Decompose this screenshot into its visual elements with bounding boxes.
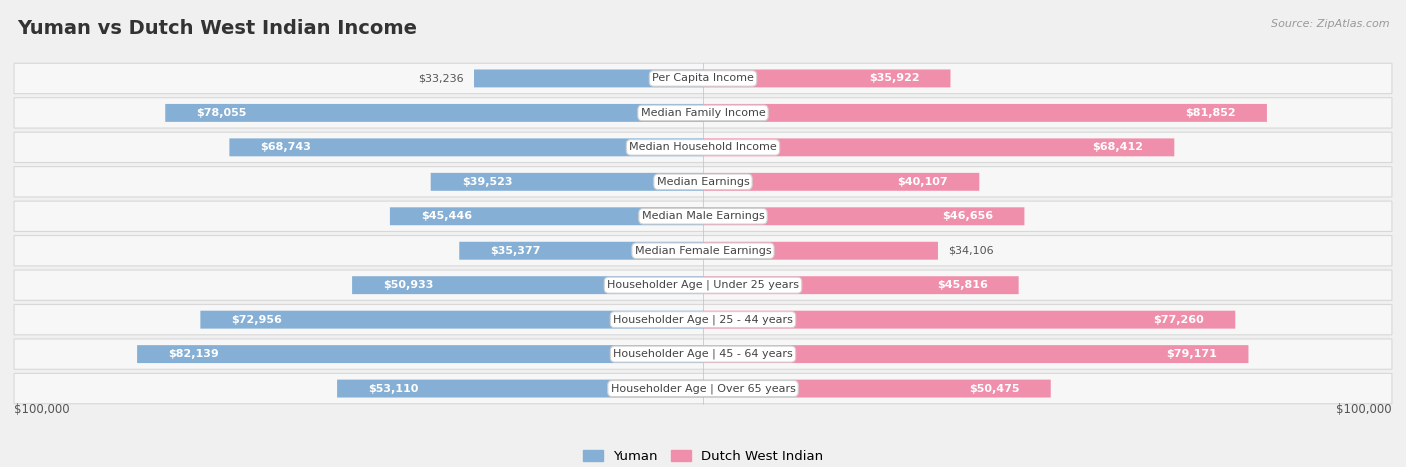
- Text: $53,110: $53,110: [368, 383, 419, 394]
- Text: $100,000: $100,000: [1336, 403, 1392, 417]
- Text: $50,475: $50,475: [969, 383, 1019, 394]
- FancyBboxPatch shape: [703, 173, 980, 191]
- FancyBboxPatch shape: [201, 311, 703, 329]
- Text: Householder Age | Under 25 years: Householder Age | Under 25 years: [607, 280, 799, 290]
- FancyBboxPatch shape: [703, 70, 950, 87]
- Text: Householder Age | 45 - 64 years: Householder Age | 45 - 64 years: [613, 349, 793, 359]
- FancyBboxPatch shape: [14, 374, 1392, 404]
- FancyBboxPatch shape: [703, 311, 1236, 329]
- FancyBboxPatch shape: [430, 173, 703, 191]
- FancyBboxPatch shape: [14, 304, 1392, 335]
- Text: $79,171: $79,171: [1167, 349, 1218, 359]
- FancyBboxPatch shape: [703, 276, 1018, 294]
- Text: Householder Age | Over 65 years: Householder Age | Over 65 years: [610, 383, 796, 394]
- Text: Median Household Income: Median Household Income: [628, 142, 778, 152]
- FancyBboxPatch shape: [703, 138, 1174, 156]
- Text: $34,106: $34,106: [948, 246, 994, 256]
- FancyBboxPatch shape: [14, 270, 1392, 300]
- FancyBboxPatch shape: [14, 132, 1392, 163]
- FancyBboxPatch shape: [14, 339, 1392, 369]
- FancyBboxPatch shape: [14, 235, 1392, 266]
- FancyBboxPatch shape: [474, 70, 703, 87]
- FancyBboxPatch shape: [460, 242, 703, 260]
- Text: Source: ZipAtlas.com: Source: ZipAtlas.com: [1271, 19, 1389, 28]
- Text: $46,656: $46,656: [942, 211, 994, 221]
- FancyBboxPatch shape: [14, 98, 1392, 128]
- Text: $78,055: $78,055: [197, 108, 246, 118]
- FancyBboxPatch shape: [14, 63, 1392, 93]
- FancyBboxPatch shape: [14, 167, 1392, 197]
- Text: $45,446: $45,446: [420, 211, 472, 221]
- FancyBboxPatch shape: [703, 207, 1025, 225]
- Text: $39,523: $39,523: [461, 177, 512, 187]
- Text: Per Capita Income: Per Capita Income: [652, 73, 754, 84]
- Text: $45,816: $45,816: [936, 280, 987, 290]
- Text: Median Earnings: Median Earnings: [657, 177, 749, 187]
- FancyBboxPatch shape: [703, 380, 1050, 397]
- FancyBboxPatch shape: [166, 104, 703, 122]
- Text: $35,922: $35,922: [869, 73, 920, 84]
- Text: $50,933: $50,933: [382, 280, 433, 290]
- Text: $68,412: $68,412: [1092, 142, 1143, 152]
- Text: $100,000: $100,000: [14, 403, 70, 417]
- FancyBboxPatch shape: [703, 104, 1267, 122]
- Text: Median Female Earnings: Median Female Earnings: [634, 246, 772, 256]
- FancyBboxPatch shape: [703, 345, 1249, 363]
- Text: $82,139: $82,139: [169, 349, 219, 359]
- FancyBboxPatch shape: [703, 242, 938, 260]
- Legend: Yuman, Dutch West Indian: Yuman, Dutch West Indian: [578, 444, 828, 467]
- Text: $72,956: $72,956: [232, 315, 283, 325]
- FancyBboxPatch shape: [138, 345, 703, 363]
- Text: $35,377: $35,377: [491, 246, 541, 256]
- Text: Yuman vs Dutch West Indian Income: Yuman vs Dutch West Indian Income: [17, 19, 416, 38]
- Text: $40,107: $40,107: [897, 177, 948, 187]
- Text: Median Family Income: Median Family Income: [641, 108, 765, 118]
- Text: Median Male Earnings: Median Male Earnings: [641, 211, 765, 221]
- FancyBboxPatch shape: [352, 276, 703, 294]
- Text: $77,260: $77,260: [1153, 315, 1205, 325]
- FancyBboxPatch shape: [337, 380, 703, 397]
- Text: $33,236: $33,236: [418, 73, 464, 84]
- FancyBboxPatch shape: [229, 138, 703, 156]
- FancyBboxPatch shape: [389, 207, 703, 225]
- Text: $68,743: $68,743: [260, 142, 311, 152]
- FancyBboxPatch shape: [14, 201, 1392, 232]
- Text: Householder Age | 25 - 44 years: Householder Age | 25 - 44 years: [613, 314, 793, 325]
- Text: $81,852: $81,852: [1185, 108, 1236, 118]
